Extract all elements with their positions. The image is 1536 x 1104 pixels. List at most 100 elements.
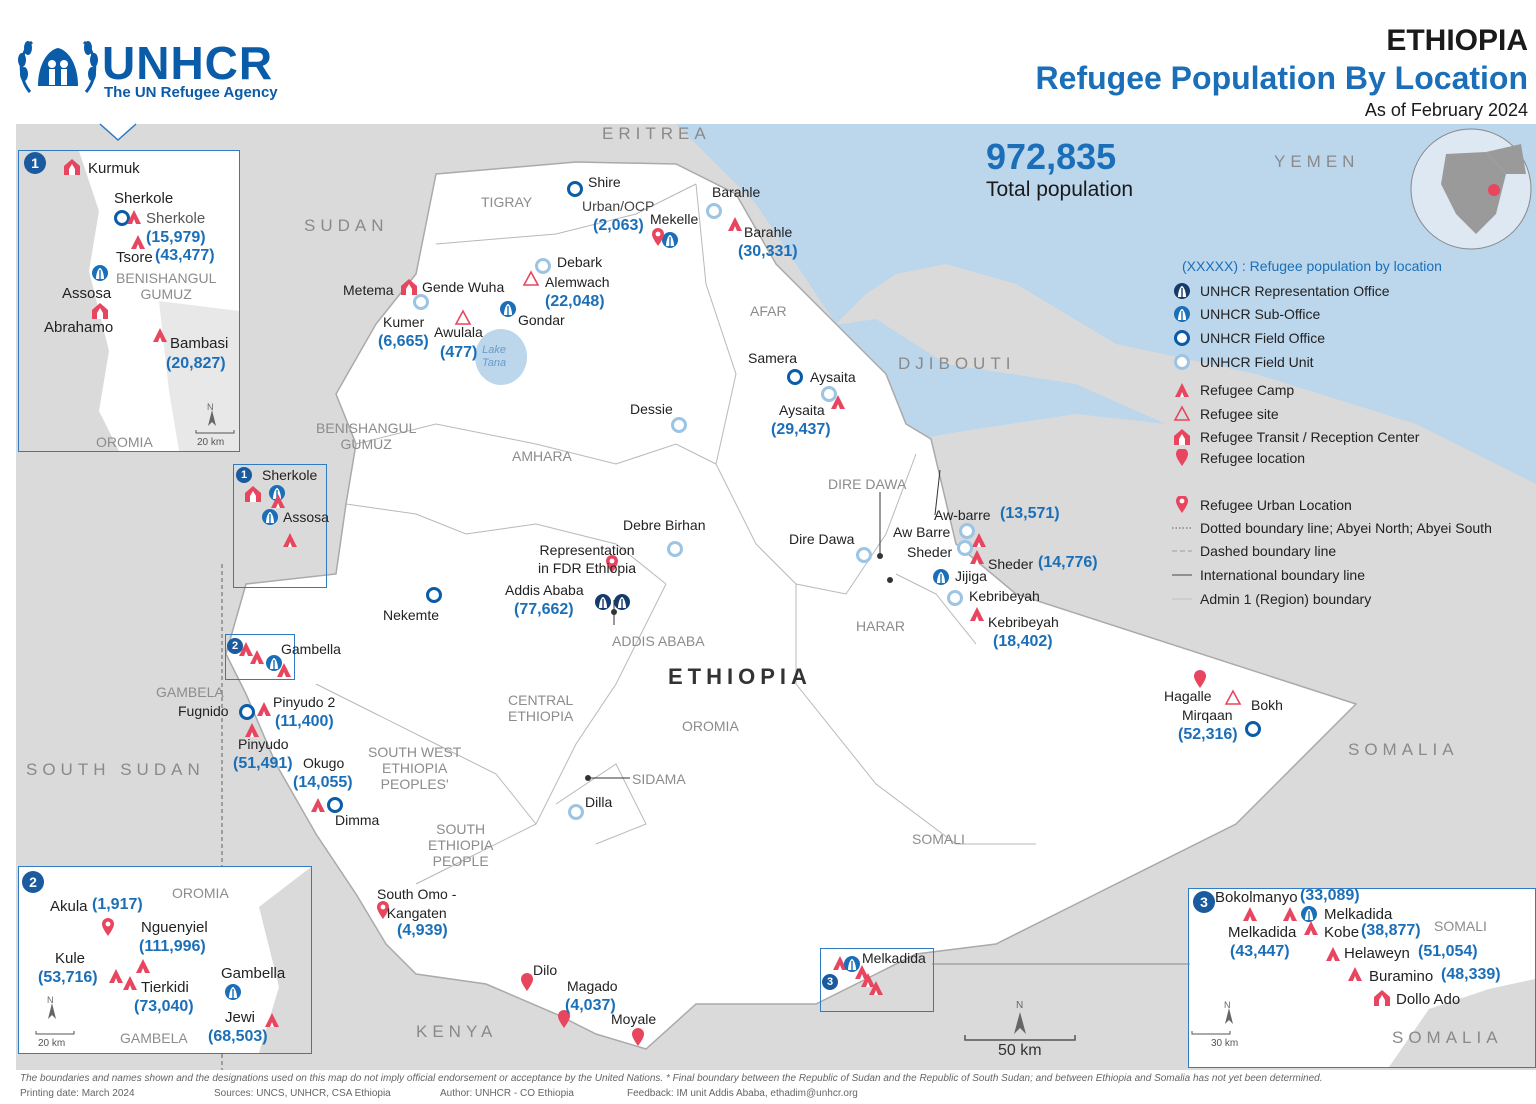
globe-locator-icon [1410,128,1532,250]
inset-1-sherkole-camp: Sherkole [146,210,206,227]
sherkole-transit-icon [245,486,261,502]
pop-pinyudo-2: (11,400) [275,713,334,730]
legend-location: Refugee location [1172,449,1305,467]
unhcr-logo: UNHCR The UN Refugee Agency [16,34,306,106]
inset-3-melkadida: Melkadida [1228,924,1297,941]
inset-1-bambasi-pop: (20,827) [166,355,226,372]
label-pinyudo: Pinyudo [238,736,289,752]
fugnido-field-office-icon [239,704,255,720]
label-dessie: Dessie [630,401,673,417]
inset-2-scale-label: 20 km [38,1038,66,1049]
legend-dashed-label: Dashed boundary line [1200,543,1337,559]
label-samera: Samera [748,350,798,366]
dotted-line-icon [1172,525,1192,531]
inset-2-kule-pop: (53,716) [38,969,98,986]
dashed-line-icon [1172,548,1192,554]
legend-field-office-label: UNHCR Field Office [1200,330,1325,346]
legend-camp: Refugee Camp [1172,381,1294,399]
urban-pin-icon [1172,496,1192,514]
inset-3-somalia: SOMALIA [1392,1028,1503,1047]
inset-2-akula: Akula [50,898,88,915]
metema-transit-icon [401,279,417,295]
samera-field-office-icon [787,369,803,385]
label-alemwach: Alemwach [545,274,610,290]
pinyudo2-camp-icon [257,702,271,716]
label-representation: Representation in FDR Ethiopia [538,542,637,576]
inset-2-gambella: Gambella [221,965,286,982]
inset-scale-bar-2 [35,1031,75,1035]
inset-3-melkadida-fo: Melkadida [1324,906,1393,923]
label-aw-barre: Aw Barre [893,524,951,540]
inset-1-sherkole-pop: (15,979) [146,229,206,246]
inset-3-helaweyn-pop: (51,054) [1418,943,1478,960]
rep-office-icon [1172,282,1192,300]
map-country-title: ETHIOPIA [1386,24,1528,57]
dimma-field-office-icon [327,797,343,813]
kebribeyah-camp-icon [970,607,984,621]
inset-2-akula-pop: (1,917) [92,896,143,913]
inset-2-north-label: N [47,995,54,1005]
city-dot-1 [611,609,617,615]
label-dire-dawa: Dire Dawa [789,531,855,547]
label-barahle-fu: Barahle [712,184,761,200]
inset1-kurmuk-transit-icon [64,159,80,175]
representation-office-2-icon [614,594,630,610]
awulala-site-icon [455,310,471,325]
inset-1-sherkole-fo: Sherkole [114,190,174,207]
label-sherkole: Sherkole [262,467,318,483]
city-dot-2 [585,775,591,781]
pop-aysaita: (29,437) [771,421,831,438]
inset-3-kobe-pop: (38,877) [1361,922,1421,939]
label-assosa: Assosa [283,509,329,525]
legend-sub-office-label: UNHCR Sub-Office [1200,306,1321,322]
legend-urban: Refugee Urban Location [1172,496,1352,514]
legend-international-label: International boundary line [1200,567,1366,583]
country-south-sudan: SOUTH SUDAN [26,760,205,779]
inset-2-frame [18,866,312,1054]
inset-2-oromia: OROMIA [172,885,229,901]
bokh-field-office-icon [1245,721,1261,737]
hagalle-pin-icon [1194,670,1206,688]
region-sidama: SIDAMA [632,771,686,787]
city-dot-3 [887,577,893,583]
label-barahle: Barahle [744,224,793,240]
pop-bokh: (52,316) [1178,726,1238,743]
pop-addis-ababa: (77,662) [514,601,574,618]
mekelle-urban-pin-icon [652,228,664,246]
footer-printing-date: Printing date: March 2024 [20,1088,135,1099]
country-sudan: SUDAN [304,216,389,235]
pop-awulala: (477) [440,344,478,361]
label-urban-ocp: Urban/OCP [582,198,655,214]
inset-1-abrahamo: Abrahamo [44,319,114,336]
legend-site-label: Refugee site [1200,406,1279,422]
label-south-omo: South Omo - Kangaten [377,886,457,921]
footer-feedback: Feedback: IM unit Addis Ababa, ethadim@u… [627,1088,858,1099]
transit-icon [1172,428,1192,446]
pop-alemwach: (22,048) [545,293,605,310]
kumer-field-unit-icon [413,294,429,310]
region-afar: AFAR [750,303,787,319]
international-line-icon [1172,572,1192,578]
jijiga-sub-office-icon [933,569,949,585]
sheder-field-unit-icon [957,540,973,556]
inset3-kobe-camp-icon [1304,921,1318,935]
inset-2-number: 2 [22,871,44,893]
region-tigray: TIGRAY [481,194,533,210]
label-lake-tana: Lake Tana [482,344,507,369]
label-mekelle: Mekelle [650,211,699,227]
footer-sources: Sources: UNCS, UNHCR, CSA Ethiopia [214,1088,391,1099]
sub-office-icon [1172,305,1192,323]
label-gende-wuha: Gende Wuha [422,279,505,295]
label-aw-barre-camp: Aw-barre [934,507,991,523]
inset-3-locator-box [820,948,934,1012]
label-debre-birhan: Debre Birhan [623,517,706,533]
label-sheder-camp: Sheder [988,556,1034,572]
region-oromia: OROMIA [682,718,739,734]
inset-1-frame [18,150,240,452]
inset-2-gambela: GAMBELA [120,1030,188,1046]
unhcr-emblem-icon [18,40,98,93]
label-awulala: Awulala [434,324,483,340]
pinyudo-camp-icon [245,723,259,737]
inset-1-tsore: Tsore [116,249,153,266]
inset-1-marker: 1 [236,467,252,483]
